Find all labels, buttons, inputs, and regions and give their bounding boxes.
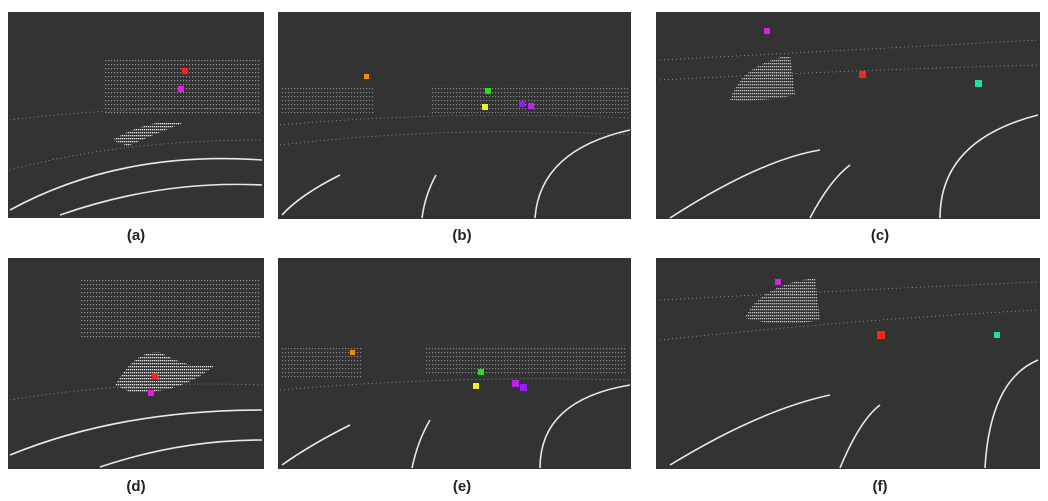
panel-d: (d) xyxy=(8,258,264,495)
caption: (c) xyxy=(871,227,889,244)
caption: (b) xyxy=(452,227,471,244)
figure: (a) (b) (c) ( xyxy=(0,0,1048,501)
panel-b: (b) xyxy=(278,12,631,244)
panel-e: (e) xyxy=(278,258,631,495)
caption: (a) xyxy=(127,227,145,244)
caption: (e) xyxy=(453,478,471,495)
panel-a: (a) xyxy=(8,12,264,244)
panel-f: (f) xyxy=(656,258,1040,495)
caption: (f) xyxy=(873,478,888,495)
caption: (d) xyxy=(126,478,145,495)
panel-c: (c) xyxy=(656,12,1040,244)
